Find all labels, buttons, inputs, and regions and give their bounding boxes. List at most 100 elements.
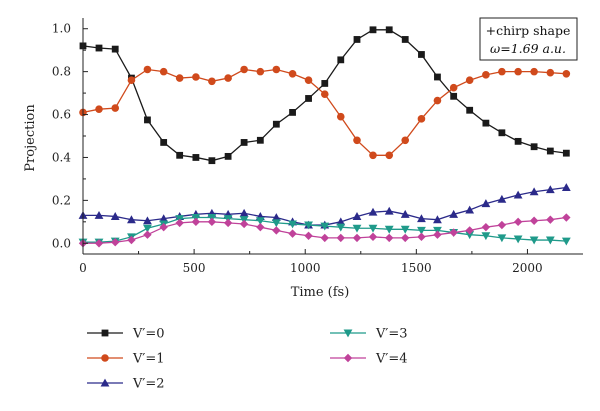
data-point-v1: [240, 65, 248, 74]
data-point-v2: [110, 212, 120, 220]
data-point-v4: [385, 233, 394, 243]
data-point-v2: [271, 213, 281, 222]
legend-item-v0: V′=0: [87, 327, 165, 342]
data-point-v3: [143, 224, 152, 233]
series-line-v2: [83, 186, 567, 226]
legend-item-v4: V′=4: [330, 352, 408, 367]
data-point-v3: [320, 222, 330, 231]
data-point-v4: [529, 216, 539, 225]
data-point-v0: [305, 95, 312, 102]
data-point-v1: [95, 105, 103, 113]
data-point-v3: [400, 225, 410, 234]
data-point-v4: [239, 219, 249, 229]
legend-marker: [101, 329, 109, 337]
data-point-v4: [352, 233, 362, 243]
data-point-v1: [288, 69, 297, 78]
data-point-v1: [417, 115, 426, 123]
data-point-v1: [482, 71, 490, 79]
data-point-v3: [255, 217, 265, 226]
x-axis-title: Time (fs): [291, 285, 350, 300]
data-point-v0: [337, 56, 345, 64]
x-tick-label: 1500: [401, 261, 432, 275]
data-point-v1: [256, 67, 265, 76]
data-point-v1: [385, 151, 394, 160]
data-point-v2: [561, 183, 571, 192]
data-point-v3: [513, 235, 523, 244]
data-point-v4: [304, 231, 313, 240]
data-point-v1: [336, 112, 345, 121]
data-point-v4: [320, 233, 329, 243]
data-point-v0: [176, 151, 184, 159]
legend-marker: [100, 378, 110, 387]
data-point-v4: [417, 232, 426, 242]
y-tick-label: 0.4: [52, 150, 71, 164]
data-point-v1: [159, 67, 168, 76]
data-point-v0: [530, 143, 538, 151]
data-point-v4: [433, 230, 442, 239]
data-point-v3: [417, 226, 426, 235]
data-point-v0: [321, 80, 329, 87]
data-point-v1: [127, 76, 136, 85]
data-point-v4: [481, 222, 491, 232]
data-point-v1: [224, 74, 232, 82]
data-point-v2: [465, 205, 475, 214]
data-point-v3: [481, 232, 491, 241]
legend-marker: [343, 329, 353, 338]
data-point-v0: [498, 129, 506, 137]
data-point-v0: [434, 73, 441, 81]
x-tick-label: 500: [183, 261, 206, 275]
data-point-v3: [271, 219, 281, 228]
data-point-v1: [401, 136, 410, 145]
data-point-v4: [336, 233, 345, 243]
data-point-v1: [208, 77, 216, 86]
data-point-v2: [513, 190, 523, 199]
data-point-v3: [288, 220, 297, 229]
data-point-v2: [352, 212, 362, 220]
data-point-v4: [272, 226, 281, 235]
data-point-v4: [207, 217, 217, 227]
data-point-v4: [562, 213, 571, 222]
data-point-v0: [562, 149, 570, 157]
legend-label: V′=1: [132, 352, 165, 367]
data-point-v1: [498, 67, 506, 76]
data-point-v2: [417, 214, 426, 223]
data-point-v0: [514, 137, 522, 145]
x-tick-label: 1000: [290, 261, 321, 275]
data-point-v0: [224, 152, 232, 160]
data-point-v2: [384, 206, 394, 215]
data-point-v3: [352, 224, 362, 233]
data-point-v3: [304, 221, 313, 230]
data-point-v0: [353, 36, 361, 43]
data-point-v0: [256, 136, 264, 144]
annotation-box: +chirp shape ω=1.69 a.u.: [479, 17, 578, 61]
data-point-v0: [546, 147, 554, 155]
data-point-v4: [111, 238, 120, 247]
y-tick-label: 0.2: [52, 193, 71, 207]
data-point-v0: [385, 26, 393, 34]
data-point-v0: [208, 157, 216, 165]
data-point-v2: [497, 194, 507, 203]
legend-marker: [101, 354, 109, 362]
data-point-v4: [449, 228, 458, 237]
data-point-v1: [320, 90, 329, 98]
series-v4: [78, 213, 571, 248]
legend-item-v3: V′=3: [330, 327, 408, 342]
legend-label: V′=4: [375, 352, 408, 367]
data-point-v4: [546, 215, 555, 224]
legend-label: V′=2: [132, 377, 165, 392]
data-point-v1: [175, 74, 184, 82]
series-v2: [78, 183, 571, 229]
data-point-v1: [369, 151, 377, 160]
data-point-v4: [159, 222, 168, 232]
data-point-v2: [481, 199, 491, 208]
data-point-v3: [545, 236, 555, 245]
data-point-v3: [497, 234, 507, 243]
y-tick-label: 0.8: [52, 65, 71, 79]
data-point-v4: [288, 229, 297, 238]
data-point-v1: [546, 68, 555, 77]
data-point-v1: [353, 136, 361, 145]
data-point-v1: [143, 65, 152, 74]
data-point-v0: [466, 106, 474, 114]
annotation-line2: ω=1.69 a.u.: [490, 41, 566, 56]
data-point-v0: [272, 120, 280, 128]
